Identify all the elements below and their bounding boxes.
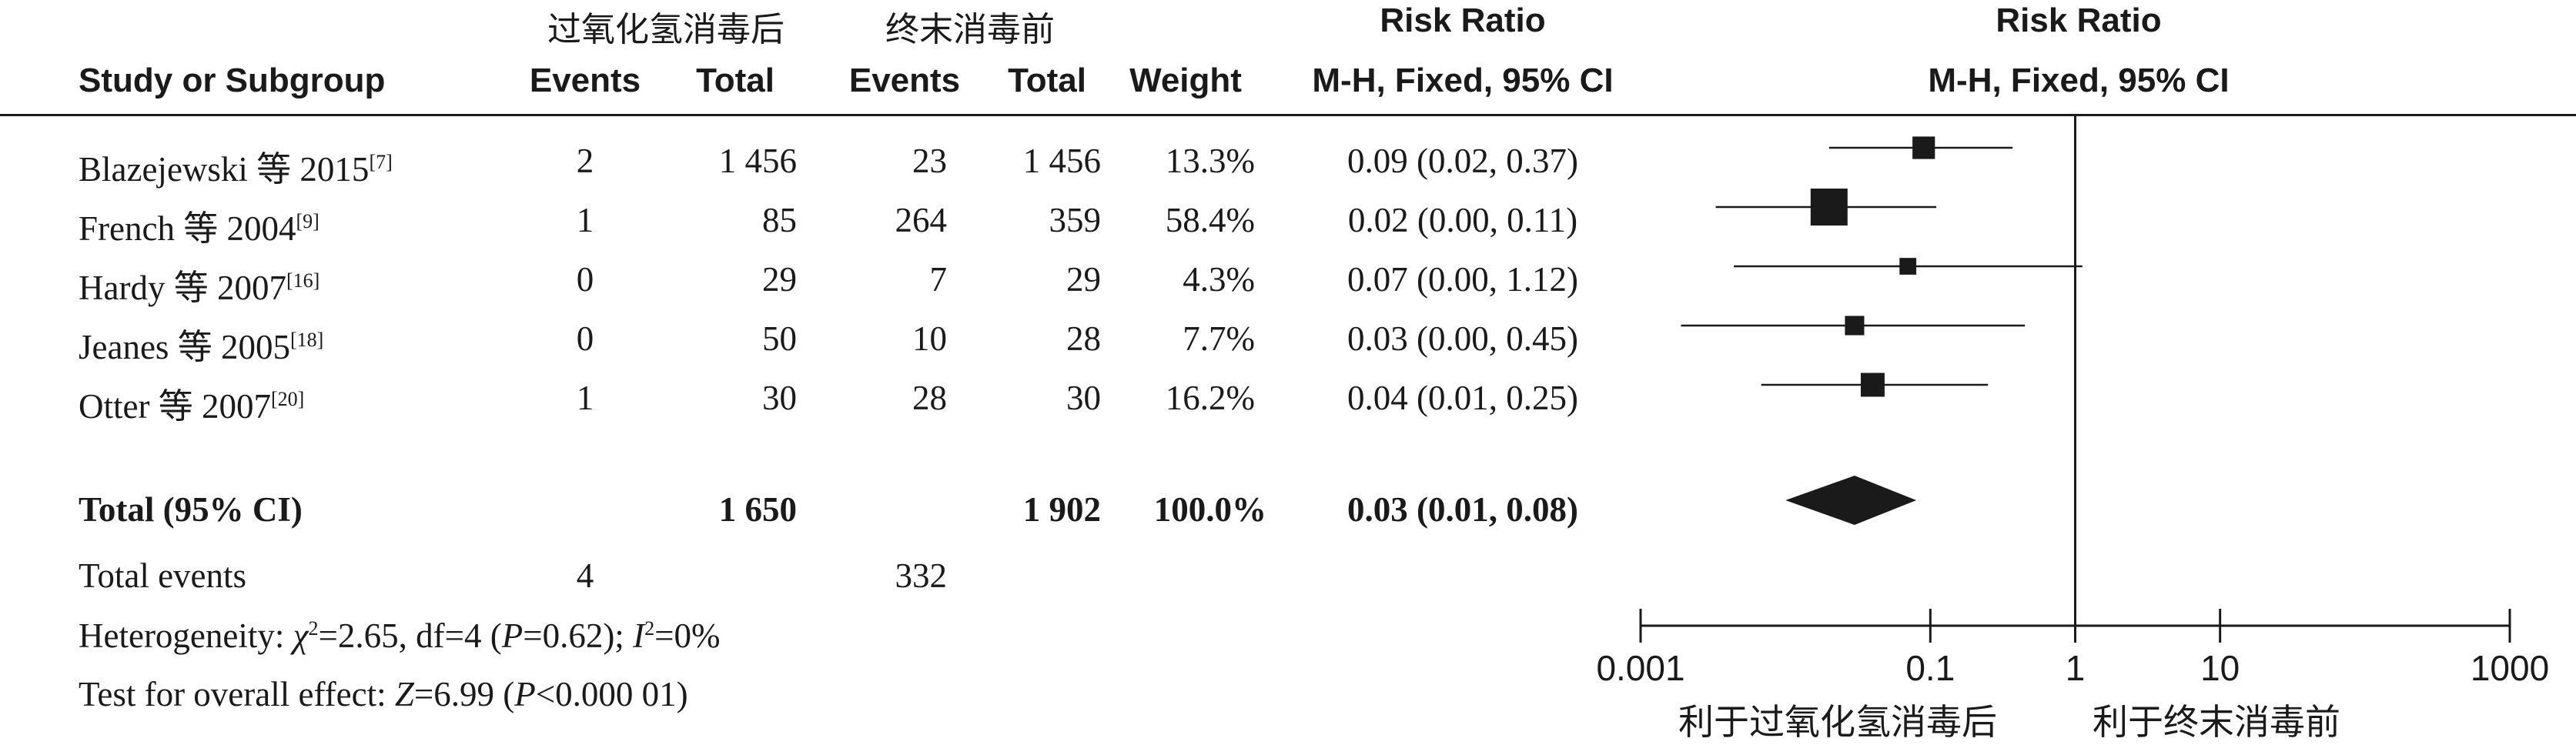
total-events1: 4 [576,556,594,595]
study-total1: 1 456 [718,142,797,180]
study-total1: 29 [762,260,797,299]
study-point [1845,316,1865,336]
experimental-group-header: 过氧化氢消毒后 [547,10,785,49]
heterogeneity-line: Heterogeneity: χ2=2.65, df=4 (P=0.62); I… [79,616,721,655]
total-weight: 100.0% [1153,490,1266,529]
study-weight: 16.2% [1165,379,1255,417]
study-weight: 13.3% [1165,142,1255,180]
reference-superscript: [9] [296,210,319,232]
study-weight: 4.3% [1183,260,1255,299]
study-events2: 28 [912,379,947,417]
study-events1: 1 [576,201,594,239]
study-weight: 58.4% [1165,201,1255,239]
study-total1: 30 [762,379,797,417]
pooled-diamond [1785,476,1917,525]
study-events1: 0 [576,319,594,358]
total-label: Total (95% CI) [79,490,303,529]
study-events1: 1 [576,379,594,417]
study-events2: 10 [912,319,947,358]
study-total1: 50 [762,319,797,358]
header-rule [0,114,2576,116]
risk-ratio-column-title: Risk Ratio [1380,2,1546,39]
study-risk-ratio: 0.04 (0.01, 0.25) [1347,379,1578,417]
x-tick-label: 10 [2200,648,2240,688]
reference-superscript: [18] [289,329,324,351]
study-total2: 359 [1049,201,1102,239]
reference-superscript: [7] [369,151,393,173]
x-tick-label: 0.001 [1596,648,1684,688]
study-name: Otter 等 2007[20] [79,387,305,426]
study-name: Blazejewski 等 2015[7] [79,150,393,189]
study-total2: 1 456 [1022,142,1101,180]
reference-superscript: [16] [286,269,320,292]
total-events-label: Total events [79,556,247,595]
study-events2: 7 [929,260,948,299]
study-events1: 2 [576,142,594,180]
study-total2: 28 [1066,319,1101,358]
study-total1: 85 [762,201,797,239]
total-risk-ratio: 0.03 (0.01, 0.08) [1347,490,1578,529]
study-events1: 0 [576,260,594,299]
favours-experimental-label: 利于过氧化氢消毒后 [1678,701,1997,743]
total-total1: 1 650 [718,490,797,529]
events1-column-header: Events [529,62,641,99]
study-events2: 264 [895,201,948,239]
total-events2: 332 [895,556,948,595]
study-point [1810,189,1848,226]
study-total2: 29 [1066,260,1101,299]
control-group-header: 终末消毒前 [885,10,1055,49]
weight-column-header: Weight [1129,62,1242,99]
x-tick-label: 1 [2066,648,2086,688]
x-tick-label: 1000 [2471,648,2549,688]
study-point [1860,372,1885,397]
study-name: Hardy 等 2007[16] [79,269,320,307]
favours-control-label: 利于终末消毒前 [2093,701,2340,743]
plot-method-header: M-H, Fixed, 95% CI [1928,62,2230,99]
study-risk-ratio: 0.09 (0.02, 0.37) [1347,142,1578,180]
total-total2: 1 902 [1022,490,1101,529]
risk-ratio-method-header: M-H, Fixed, 95% CI [1312,62,1614,99]
study-events2: 23 [912,142,947,180]
events2-column-header: Events [848,62,961,99]
study-point [1899,258,1917,275]
study-risk-ratio: 0.03 (0.00, 0.45) [1347,319,1578,358]
study-name: French 等 2004[9] [79,209,319,248]
total2-column-header: Total [1008,62,1086,99]
study-name: Jeanes 等 2005[18] [79,328,324,366]
study-weight: 7.7% [1183,319,1255,358]
study-total2: 30 [1066,379,1101,417]
overall-effect-line: Test for overall effect: Z=6.99 (P<0.000… [79,675,688,713]
plot-title: Risk Ratio [1996,2,2162,39]
study-column-header: Study or Subgroup [79,62,386,99]
total1-column-header: Total [696,62,774,99]
study-risk-ratio: 0.02 (0.00, 0.11) [1347,201,1578,239]
study-risk-ratio: 0.07 (0.00, 1.12) [1347,260,1578,299]
x-tick-label: 0.1 [1905,648,1955,688]
reference-superscript: [20] [270,388,305,410]
study-point [1912,136,1935,159]
